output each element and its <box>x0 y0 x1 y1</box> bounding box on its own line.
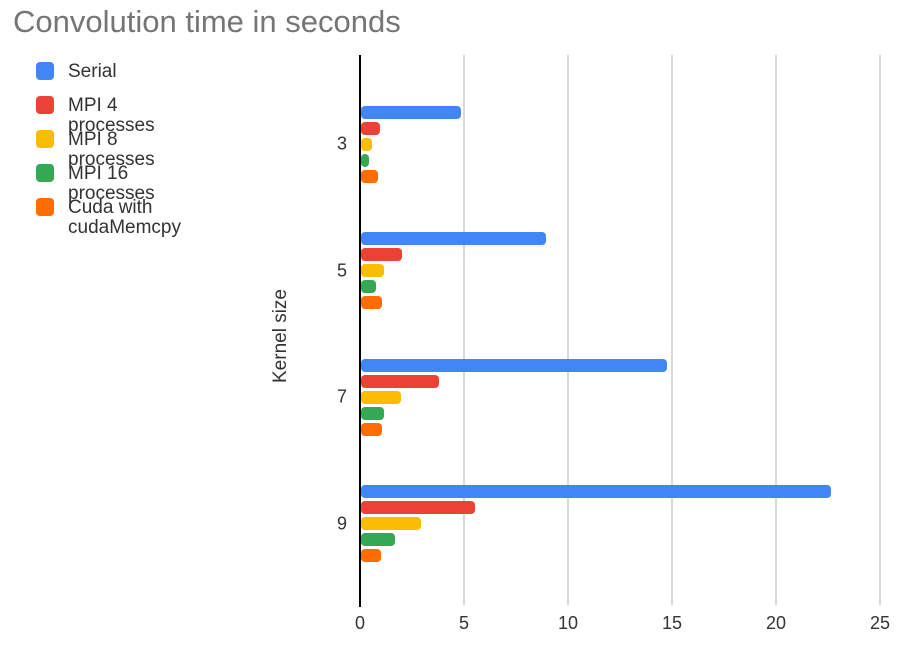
category-label-kernel-3: 3 <box>336 133 347 154</box>
legend-label: MPI 4 processes <box>68 95 155 136</box>
x-tick-label-5: 5 <box>458 613 470 633</box>
x-tick-label-20: 20 <box>765 613 787 633</box>
legend-label: MPI 16 processes <box>68 163 155 204</box>
bar-mpi-4-processes-kernel-9 <box>361 501 476 514</box>
bar-mpi-16-processes-kernel-5 <box>361 280 376 293</box>
legend-item-serial: Serial <box>36 61 208 82</box>
bar-mpi-16-processes-kernel-3 <box>361 153 370 167</box>
legend-item-mpi-16-processes: MPI 16 processes <box>36 164 208 204</box>
bar-serial-kernel-7 <box>361 358 667 372</box>
bar-mpi-4-processes-kernel-3 <box>361 121 380 135</box>
bar-serial-kernel-9 <box>361 485 832 498</box>
plot-area: 0 5 10 15 20 25 3 5 7 9 <box>337 55 912 633</box>
gridline-25 <box>879 55 881 605</box>
gridline-15 <box>671 55 673 605</box>
legend-swatch-mpi-16-processes <box>36 164 54 182</box>
bar-cuda-with-cudamemcpy-kernel-9 <box>361 549 381 562</box>
bar-cuda-with-cudamemcpy-kernel-7 <box>361 422 382 436</box>
x-tick-label-10: 10 <box>557 613 579 633</box>
bar-cuda-with-cudamemcpy-kernel-3 <box>361 169 378 183</box>
bar-mpi-8-processes-kernel-7 <box>361 390 401 404</box>
legend-label: Cuda with cudaMemcpy <box>68 197 181 238</box>
category-label-kernel-5: 5 <box>336 260 347 280</box>
category-label-kernel-7: 7 <box>336 386 347 407</box>
bar-mpi-4-processes-kernel-5 <box>361 248 402 261</box>
y-axis-title: Kernel size <box>270 289 291 383</box>
x-tick-label-15: 15 <box>661 613 683 633</box>
legend-swatch-mpi-8-processes <box>36 130 54 148</box>
legend-swatch-cuda-with-cudamemcpy <box>36 198 54 216</box>
y-axis-line <box>359 55 361 607</box>
gridline-20 <box>775 55 777 605</box>
bar-mpi-8-processes-kernel-3 <box>361 137 373 151</box>
category-label-kernel-9: 9 <box>336 513 347 533</box>
legend-item-mpi-8-processes: MPI 8 processes <box>36 130 208 170</box>
bar-mpi-16-processes-kernel-7 <box>361 406 384 420</box>
gridline-10 <box>567 55 569 605</box>
legend-swatch-mpi-4-processes <box>36 96 54 114</box>
bar-mpi-8-processes-kernel-5 <box>361 264 384 277</box>
legend-label: Serial <box>68 61 117 82</box>
legend-label: MPI 8 processes <box>68 129 155 170</box>
bar-mpi-4-processes-kernel-7 <box>361 374 439 388</box>
bar-mpi-8-processes-kernel-9 <box>361 517 422 530</box>
gridline-5 <box>463 55 465 605</box>
legend-swatch-serial <box>36 62 54 80</box>
legend-item-cuda-with-cudamemcpy: Cuda with cudaMemcpy <box>36 198 208 238</box>
bar-cuda-with-cudamemcpy-kernel-5 <box>361 296 382 309</box>
legend-item-mpi-4-processes: MPI 4 processes <box>36 96 208 136</box>
bar-serial-kernel-5 <box>361 232 547 245</box>
legend: Serial MPI 4 processes MPI 8 processes MPI … <box>36 62 208 254</box>
x-tick-label-25: 25 <box>869 613 891 633</box>
x-tick-label-0: 0 <box>354 613 366 633</box>
bar-mpi-16-processes-kernel-9 <box>361 533 396 546</box>
bar-serial-kernel-3 <box>361 105 461 119</box>
chart-title: Convolution time in seconds <box>13 4 401 39</box>
